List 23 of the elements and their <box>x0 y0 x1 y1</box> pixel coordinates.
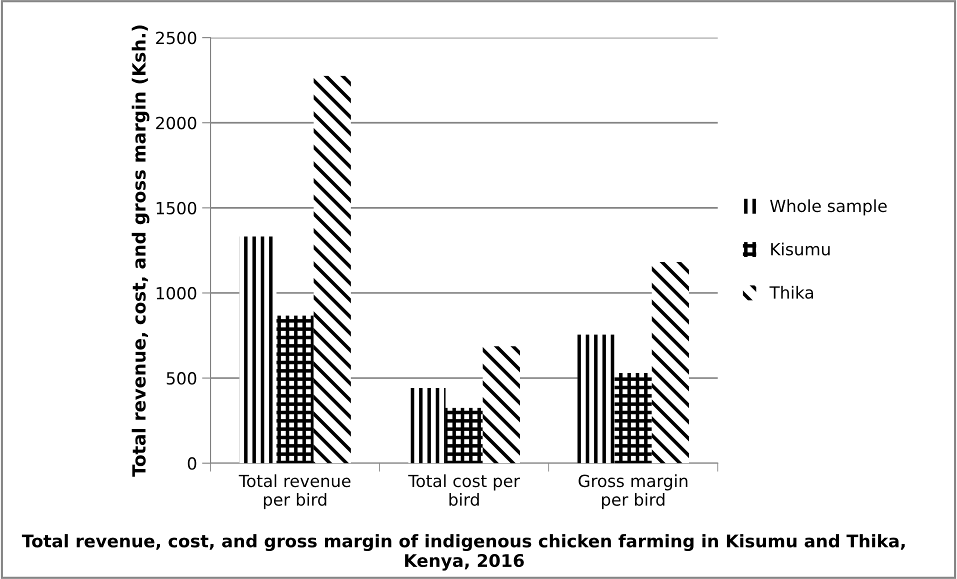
bar <box>408 388 446 464</box>
y-tick-label: 0 <box>188 457 196 470</box>
legend-label: Thika <box>770 286 813 299</box>
bar <box>314 76 351 464</box>
y-axis-title: Total revenue, cost, and gross margin (Ksh.) <box>132 26 150 477</box>
bar <box>446 408 483 464</box>
x-tick-label: Total cost per bird <box>408 474 520 506</box>
bar <box>276 316 314 464</box>
bar <box>614 372 652 464</box>
x-tick-label: Total revenue per bird <box>238 474 350 510</box>
bar <box>577 334 615 464</box>
y-tick-label: 1000 <box>156 286 196 300</box>
x-axis-title: Total revenue, cost, and gross margin of indigenous chicken farming in Kisumu and Thika, Kenya, 2016 <box>22 534 905 571</box>
bar <box>239 236 276 464</box>
y-tick-label: 2000 <box>156 116 196 130</box>
legend-label: Whole sample <box>770 199 887 216</box>
y-tick-label: 1500 <box>156 202 196 214</box>
legend-label: Kisumu <box>771 242 830 256</box>
bar <box>482 346 520 464</box>
y-tick-label: 2500 <box>156 32 196 44</box>
y-tick-label: 500 <box>166 372 196 385</box>
x-tick-label: Gross margin per bird <box>578 474 688 510</box>
bar <box>652 262 690 464</box>
